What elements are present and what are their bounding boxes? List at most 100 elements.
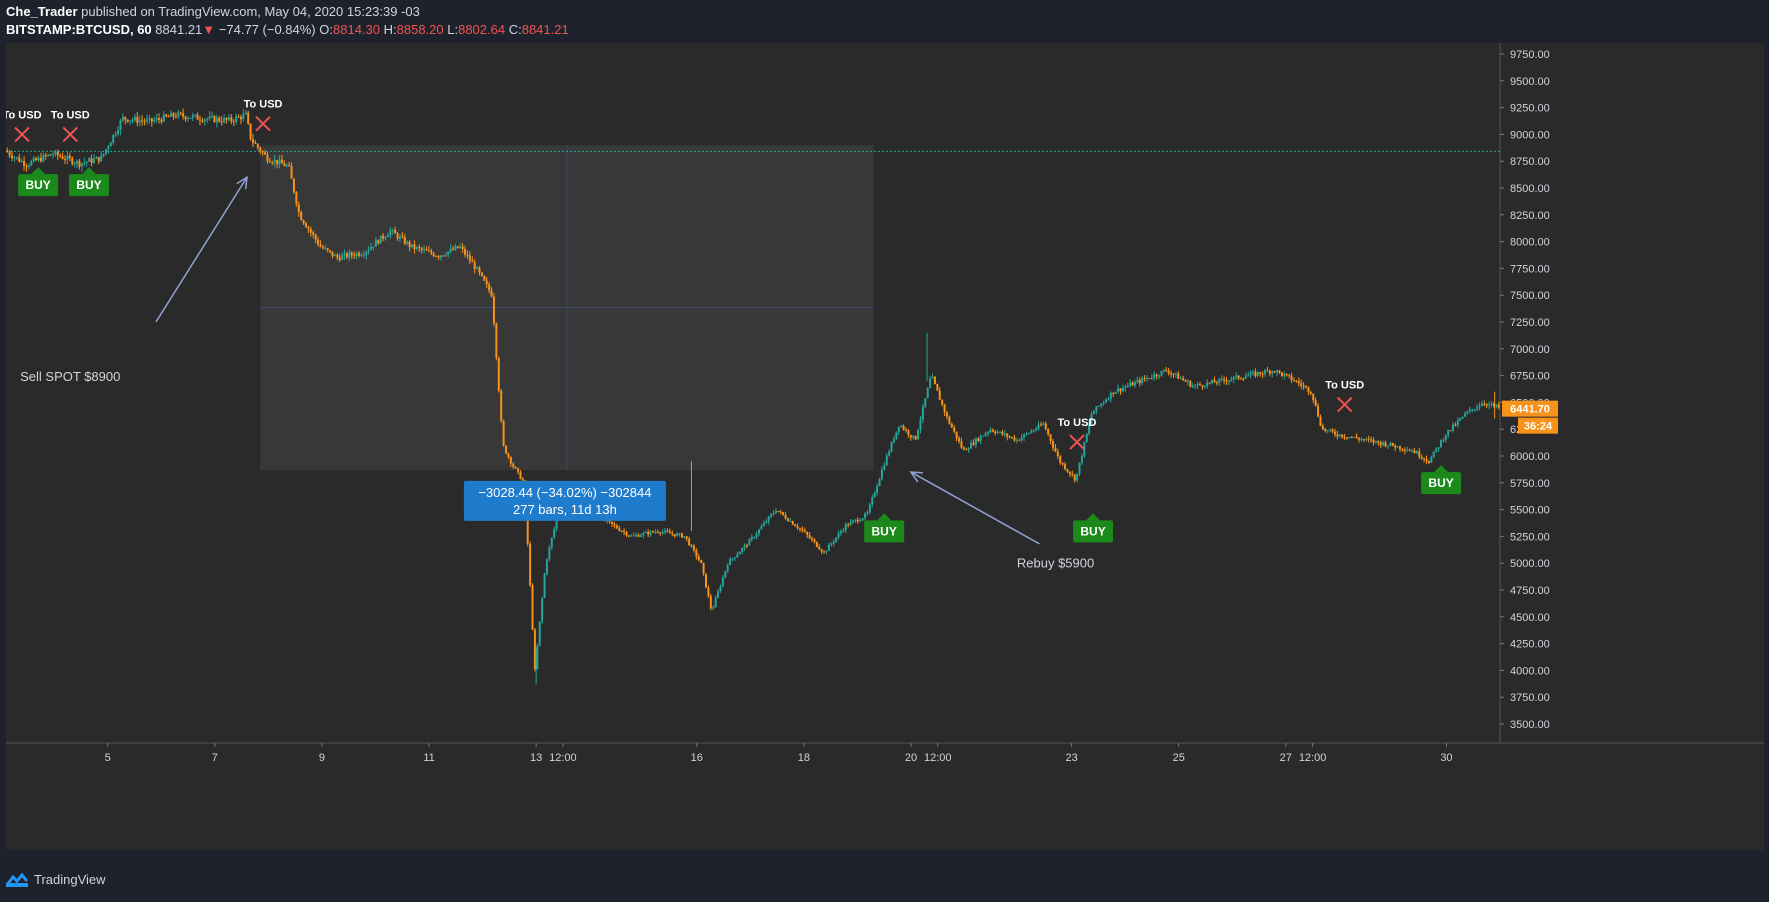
candle-body[interactable] (288, 164, 291, 167)
candle-body[interactable] (642, 533, 645, 536)
candle-body[interactable] (1023, 434, 1026, 438)
candle-body[interactable] (338, 257, 341, 260)
candle-body[interactable] (1037, 424, 1040, 429)
candle-body[interactable] (998, 431, 1001, 433)
candle-body[interactable] (538, 621, 541, 646)
candle-body[interactable] (813, 539, 816, 542)
candle-body[interactable] (11, 155, 14, 158)
candle-body[interactable] (791, 521, 794, 525)
candle-body[interactable] (526, 499, 529, 544)
candle-body[interactable] (1331, 429, 1334, 432)
candle-body[interactable] (362, 255, 365, 257)
candle-body[interactable] (297, 204, 300, 213)
candle-body[interactable] (367, 249, 370, 252)
candle-body[interactable] (396, 233, 399, 239)
candle-body[interactable] (726, 565, 729, 571)
candle-body[interactable] (743, 545, 746, 549)
candle-body[interactable] (1201, 385, 1204, 387)
candle-body[interactable] (830, 543, 833, 545)
candle-body[interactable] (1297, 380, 1300, 384)
candle-body[interactable] (1203, 386, 1206, 388)
candle-body[interactable] (468, 255, 471, 261)
candle-body[interactable] (1471, 409, 1474, 411)
candle-body[interactable] (464, 248, 467, 255)
candle-body[interactable] (160, 119, 163, 122)
candle-body[interactable] (95, 157, 98, 159)
candle-body[interactable] (1348, 437, 1351, 439)
sell-x-icon[interactable] (255, 115, 271, 132)
candle-body[interactable] (818, 546, 821, 550)
candle-body[interactable] (1047, 429, 1050, 435)
candle-body[interactable] (714, 597, 717, 608)
candle-body[interactable] (755, 533, 758, 538)
candle-body[interactable] (724, 570, 727, 578)
candle-body[interactable] (1403, 449, 1406, 451)
candle-body[interactable] (73, 163, 76, 165)
candle-body[interactable] (873, 492, 876, 498)
candle-body[interactable] (1488, 404, 1491, 406)
candle-body[interactable] (849, 522, 852, 526)
candle-body[interactable] (136, 117, 139, 123)
candle-body[interactable] (1172, 373, 1175, 375)
candle-body[interactable] (892, 439, 895, 442)
candle-body[interactable] (876, 486, 879, 493)
candle-body[interactable] (1030, 431, 1033, 434)
candle-body[interactable] (1276, 370, 1279, 373)
buy-signal-badge[interactable] (1421, 472, 1462, 495)
candle-body[interactable] (454, 246, 457, 250)
candle-body[interactable] (1324, 428, 1327, 431)
candle-body[interactable] (23, 161, 26, 166)
candle-body[interactable] (521, 479, 524, 481)
candle-body[interactable] (517, 468, 520, 472)
candle-body[interactable] (1341, 434, 1344, 438)
candle-body[interactable] (1362, 439, 1365, 441)
candle-body[interactable] (1309, 392, 1312, 394)
candle-body[interactable] (71, 158, 74, 164)
candle-body[interactable] (162, 114, 165, 122)
candle-body[interactable] (1391, 442, 1394, 446)
candle-body[interactable] (847, 524, 850, 526)
candle-body[interactable] (623, 531, 626, 533)
candle-body[interactable] (702, 563, 705, 574)
candle-body[interactable] (1430, 457, 1433, 463)
candle-body[interactable] (1271, 371, 1274, 374)
candle-body[interactable] (967, 448, 970, 451)
candle-body[interactable] (1244, 376, 1247, 379)
candle-body[interactable] (765, 521, 768, 523)
candle-body[interactable] (738, 551, 741, 555)
candle-body[interactable] (1295, 380, 1298, 382)
candle-body[interactable] (1420, 456, 1423, 459)
candle-body[interactable] (1447, 430, 1450, 436)
candle-body[interactable] (1384, 442, 1387, 447)
candle-body[interactable] (1256, 372, 1259, 376)
candle-body[interactable] (365, 251, 368, 256)
candle-body[interactable] (305, 223, 308, 228)
candle-body[interactable] (141, 120, 144, 122)
candle-body[interactable] (435, 256, 438, 258)
candle-body[interactable] (333, 255, 336, 257)
candle-body[interactable] (1042, 423, 1045, 426)
candle-body[interactable] (1215, 382, 1218, 384)
candle-body[interactable] (1191, 385, 1194, 387)
candle-body[interactable] (49, 154, 52, 156)
candle-body[interactable] (1148, 378, 1151, 380)
candle-body[interactable] (1182, 378, 1185, 381)
sell-x-icon[interactable] (62, 126, 78, 143)
candle-body[interactable] (709, 596, 712, 609)
candle-body[interactable] (1492, 403, 1495, 406)
candle-body[interactable] (442, 255, 445, 257)
candle-body[interactable] (430, 250, 433, 254)
candle-body[interactable] (206, 118, 209, 120)
candle-body[interactable] (1129, 382, 1132, 386)
candle-body[interactable] (1061, 462, 1064, 465)
candle-body[interactable] (1485, 404, 1488, 406)
candle-body[interactable] (203, 119, 206, 122)
candle-body[interactable] (1432, 451, 1435, 458)
candle-body[interactable] (820, 549, 823, 552)
candle-body[interactable] (680, 533, 683, 538)
candle-body[interactable] (1283, 373, 1286, 376)
candle-body[interactable] (974, 438, 977, 445)
candle-body[interactable] (1056, 451, 1059, 457)
candle-body[interactable] (1102, 402, 1105, 404)
candle-body[interactable] (179, 112, 182, 114)
